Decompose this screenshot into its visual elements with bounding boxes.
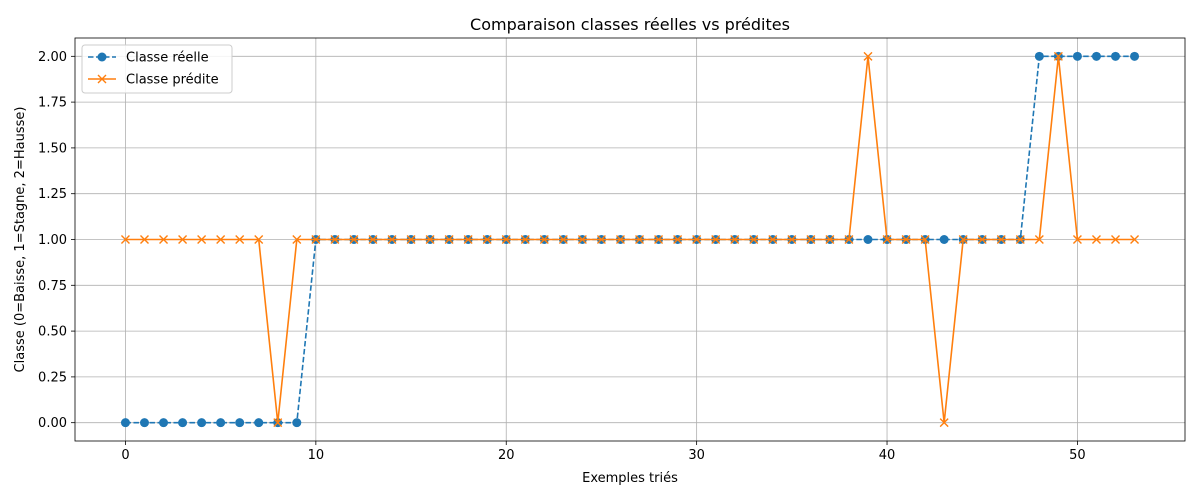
data-point-predite <box>235 235 245 244</box>
x-tick-label: 30 <box>688 448 705 463</box>
data-point-predite <box>1053 51 1063 61</box>
data-point-predite <box>482 235 492 244</box>
legend: Classe réelle Classe prédite <box>81 44 233 94</box>
data-point-predite <box>330 235 340 244</box>
data-point-predite <box>558 235 568 244</box>
data-point-predite <box>292 235 302 244</box>
data-point-predite <box>311 235 321 244</box>
data-point-predite <box>787 235 797 244</box>
plot-series <box>120 51 1140 428</box>
x-tick-label: 40 <box>879 448 896 463</box>
y-tick-label: 0.50 <box>38 325 67 340</box>
data-point-predite <box>120 235 130 244</box>
x-tick-label: 10 <box>308 448 325 463</box>
data-point-predite <box>178 235 188 244</box>
legend-marker-predite <box>97 74 107 84</box>
data-point-predite <box>673 235 683 244</box>
data-point-predite <box>159 235 169 244</box>
data-point-predite <box>577 235 587 244</box>
y-tick-label: 0.00 <box>38 416 67 431</box>
data-point-reelle <box>1130 51 1140 61</box>
x-tick-label: 20 <box>498 448 515 463</box>
series-line-predite <box>125 55 1135 424</box>
data-point-reelle <box>120 418 130 428</box>
data-point-reelle <box>292 418 302 428</box>
x-tick-label: 0 <box>121 448 129 463</box>
data-point-predite <box>844 235 854 244</box>
data-point-predite <box>139 235 149 244</box>
data-point-predite <box>406 235 416 244</box>
y-tick-label: 1.50 <box>38 141 67 156</box>
data-point-reelle <box>178 418 188 428</box>
data-point-predite <box>254 235 264 244</box>
data-point-predite <box>977 235 987 244</box>
data-point-reelle <box>1072 51 1082 61</box>
data-point-predite <box>501 235 511 244</box>
data-point-predite <box>692 235 702 244</box>
data-point-reelle <box>939 235 949 244</box>
legend-label-reelle: Classe réelle <box>126 51 209 66</box>
data-point-reelle <box>1111 51 1121 61</box>
data-point-predite <box>1091 235 1101 244</box>
data-point-reelle <box>216 418 226 428</box>
data-point-reelle <box>863 235 873 244</box>
y-axis-label: Classe (0=Baisse, 1=Stagne, 2=Hausse) <box>13 107 28 373</box>
data-point-reelle <box>139 418 149 428</box>
data-point-predite <box>711 235 721 244</box>
y-tick-label: 0.25 <box>38 370 67 385</box>
x-tick-label: 50 <box>1069 448 1086 463</box>
data-point-predite <box>368 235 378 244</box>
data-point-predite <box>1072 235 1082 244</box>
data-point-predite <box>806 235 816 244</box>
grid <box>75 38 1185 441</box>
y-tick-label: 1.25 <box>38 187 67 202</box>
data-point-predite <box>768 235 778 244</box>
data-point-predite <box>749 235 759 244</box>
legend-marker-reelle <box>97 52 107 62</box>
data-point-predite <box>882 235 892 244</box>
data-point-reelle <box>1091 51 1101 61</box>
data-point-predite <box>444 235 454 244</box>
y-tick-label: 1.75 <box>38 96 67 111</box>
data-point-predite <box>463 235 473 244</box>
x-axis-label: Exemples triés <box>582 471 678 486</box>
data-point-predite <box>273 418 283 428</box>
chart-title: Comparaison classes réelles vs prédites <box>470 15 790 34</box>
data-point-predite <box>958 235 968 244</box>
data-point-predite <box>425 235 435 244</box>
data-point-predite <box>920 235 930 244</box>
data-point-predite <box>349 235 359 244</box>
data-point-reelle <box>1034 51 1044 61</box>
data-point-predite <box>596 235 606 244</box>
data-point-predite <box>939 418 949 428</box>
data-point-predite <box>863 51 873 61</box>
data-point-predite <box>996 235 1006 244</box>
data-point-predite <box>901 235 911 244</box>
y-tick-label: 1.00 <box>38 233 67 248</box>
data-point-predite <box>197 235 207 244</box>
data-point-predite <box>825 235 835 244</box>
y-tick-label: 0.75 <box>38 279 67 294</box>
data-point-reelle <box>197 418 207 428</box>
data-point-reelle <box>235 418 245 428</box>
data-point-predite <box>1130 235 1140 244</box>
axis-ticks: 0 10 20 30 40 50 0.00 0.25 0.50 0.75 1.00 1.25 1.50 1… <box>38 50 1086 463</box>
data-point-predite <box>635 235 645 244</box>
y-tick-label: 2.00 <box>38 50 67 65</box>
data-point-reelle <box>159 418 169 428</box>
data-point-predite <box>216 235 226 244</box>
data-point-predite <box>730 235 740 244</box>
legend-label-predite: Classe prédite <box>126 73 219 88</box>
data-point-predite <box>387 235 397 244</box>
legend-box <box>81 44 233 94</box>
data-point-predite <box>1111 235 1121 244</box>
data-point-predite <box>539 235 549 244</box>
data-point-predite <box>1015 235 1025 244</box>
data-point-predite <box>615 235 625 244</box>
data-point-predite <box>1034 235 1044 244</box>
data-point-reelle <box>254 418 264 428</box>
data-point-predite <box>654 235 664 244</box>
data-point-predite <box>520 235 530 244</box>
